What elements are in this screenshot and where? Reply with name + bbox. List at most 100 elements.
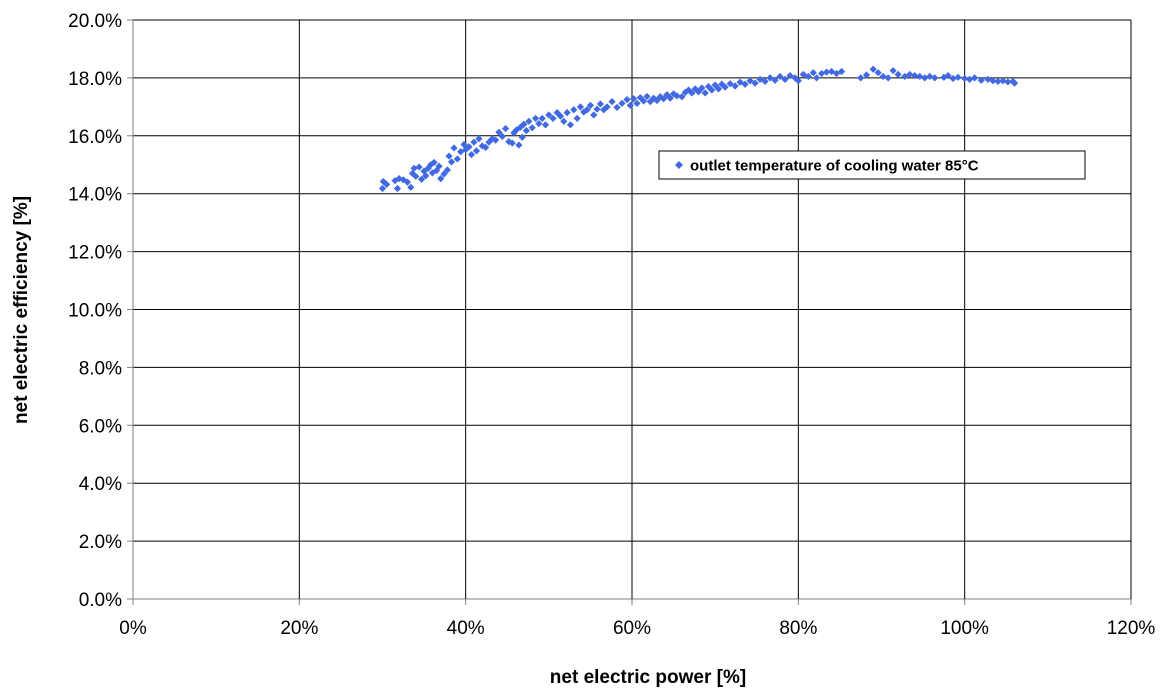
data-point <box>799 70 807 79</box>
data-point <box>669 90 678 98</box>
data-point <box>583 106 591 114</box>
data-point <box>926 72 934 81</box>
data-point <box>906 70 914 79</box>
data-point <box>813 74 821 82</box>
data-point <box>889 67 897 75</box>
y-tick-label: 12.0% <box>68 243 122 264</box>
data-point <box>921 74 929 82</box>
data-point <box>704 82 713 91</box>
data-point <box>465 143 473 151</box>
data-point <box>528 124 536 132</box>
data-point <box>482 143 490 151</box>
data-point <box>518 133 526 141</box>
data-point <box>721 83 729 91</box>
data-point <box>694 88 703 96</box>
data-point <box>862 71 871 79</box>
data-point <box>495 128 503 136</box>
data-point <box>432 166 441 175</box>
data-point <box>786 71 794 80</box>
x-axis-title: net electric power [%] <box>550 667 746 688</box>
data-point <box>633 99 641 107</box>
data-point <box>485 138 493 146</box>
data-point <box>538 114 546 123</box>
data-point <box>576 103 585 111</box>
x-tick-label: 80% <box>779 618 817 639</box>
data-point <box>989 77 997 85</box>
data-point <box>399 176 407 184</box>
data-point <box>916 72 924 81</box>
data-point <box>809 69 817 77</box>
data-point <box>931 74 939 82</box>
data-point <box>525 117 533 125</box>
y-tick-label: 0.0% <box>79 590 122 611</box>
data-point <box>470 138 478 146</box>
data-point <box>435 162 443 170</box>
data-point <box>977 76 985 84</box>
data-point <box>453 155 461 163</box>
data-point <box>823 68 831 76</box>
data-point <box>424 164 432 172</box>
y-tick-label: 4.0% <box>79 474 122 495</box>
data-point <box>498 132 506 140</box>
data-point <box>467 151 476 159</box>
data-point <box>698 84 706 92</box>
data-point <box>791 74 799 82</box>
legend-marker <box>675 161 683 169</box>
y-tick-label: 2.0% <box>79 532 122 553</box>
data-point <box>586 101 595 110</box>
y-tick-label: 20.0% <box>68 11 122 32</box>
data-point <box>560 117 568 125</box>
data-point <box>618 99 626 107</box>
data-point <box>771 76 779 84</box>
data-point <box>894 70 902 79</box>
data-point <box>626 101 634 110</box>
data-point <box>475 135 483 143</box>
y-tick-label: 8.0% <box>79 358 122 379</box>
data-point <box>736 78 744 86</box>
data-point <box>460 140 468 149</box>
data-point <box>678 93 686 101</box>
data-point <box>766 74 774 82</box>
data-point <box>640 97 648 105</box>
data-point <box>1010 79 1019 87</box>
data-point <box>393 184 402 193</box>
data-point <box>901 72 909 81</box>
data-point <box>954 73 962 81</box>
data-point <box>590 111 598 119</box>
y-tick-label: 6.0% <box>79 416 122 437</box>
data-point <box>549 114 557 123</box>
data-point <box>636 93 644 102</box>
data-point <box>660 95 668 103</box>
data-point <box>776 72 784 81</box>
legend-label: outlet temperature of cooling water 85°C <box>690 158 979 175</box>
data-point <box>869 65 877 73</box>
data-point <box>410 164 418 172</box>
data-point <box>688 89 696 97</box>
data-point <box>512 126 520 134</box>
data-point <box>837 67 846 76</box>
data-point <box>488 135 496 143</box>
y-axis-title: net electric efficiency [%] <box>11 196 32 424</box>
data-point <box>663 91 671 99</box>
data-point <box>462 146 470 154</box>
data-point <box>412 172 420 180</box>
data-point <box>643 92 651 101</box>
data-point <box>874 69 882 77</box>
data-point <box>492 136 500 144</box>
y-tick-label: 16.0% <box>68 127 122 148</box>
data-point <box>593 105 601 113</box>
data-point <box>520 120 528 128</box>
data-point <box>566 121 575 129</box>
data-point <box>714 85 723 93</box>
y-tick-label: 10.0% <box>68 301 122 322</box>
data-point <box>857 74 865 82</box>
data-point <box>522 126 530 135</box>
data-point <box>630 95 638 103</box>
x-tick-label: 100% <box>940 618 989 639</box>
data-point <box>510 129 518 137</box>
data-point <box>457 148 465 156</box>
data-point <box>443 166 451 174</box>
data-point <box>999 77 1007 85</box>
data-point <box>884 74 892 82</box>
data-point <box>430 158 438 167</box>
